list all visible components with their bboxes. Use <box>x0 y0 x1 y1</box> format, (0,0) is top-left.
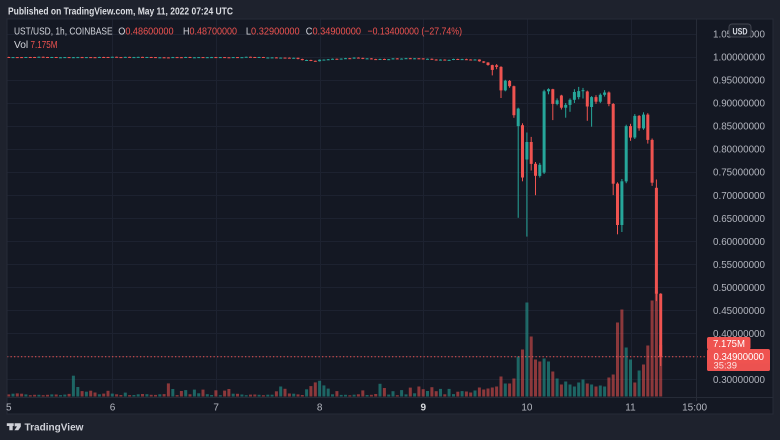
svg-text:10: 10 <box>521 403 533 414</box>
svg-text:H0.48700000: H0.48700000 <box>183 27 237 38</box>
svg-text:7.175M: 7.175M <box>31 40 58 51</box>
svg-text:0.30000000: 0.30000000 <box>713 375 765 386</box>
svg-text:35:39: 35:39 <box>714 361 738 371</box>
svg-text:0.95000000: 0.95000000 <box>713 76 765 87</box>
svg-text:L0.32900000: L0.32900000 <box>246 27 300 38</box>
svg-text:7: 7 <box>213 403 219 414</box>
svg-text:5: 5 <box>6 403 12 414</box>
svg-text:6: 6 <box>110 403 116 414</box>
svg-text:0.90000000: 0.90000000 <box>713 99 765 110</box>
svg-text:0.34900000: 0.34900000 <box>714 352 765 363</box>
svg-text:9: 9 <box>421 403 427 414</box>
svg-text:0.60000000: 0.60000000 <box>713 237 765 248</box>
svg-text:1.00000000: 1.00000000 <box>713 53 765 64</box>
svg-text:−0.13400000 (−27.74%): −0.13400000 (−27.74%) <box>368 27 463 38</box>
svg-text:UST/USD, 1h, COINBASE: UST/USD, 1h, COINBASE <box>14 27 113 38</box>
svg-text:15:00: 15:00 <box>682 403 707 414</box>
svg-text:0.70000000: 0.70000000 <box>713 191 765 202</box>
svg-text:0.85000000: 0.85000000 <box>713 122 765 133</box>
svg-text:0.40000000: 0.40000000 <box>713 329 765 340</box>
svg-text:C0.34900000: C0.34900000 <box>306 27 361 38</box>
svg-text:Vol: Vol <box>14 40 28 51</box>
svg-text:0.55000000: 0.55000000 <box>713 260 765 271</box>
svg-text:0.75000000: 0.75000000 <box>713 168 765 179</box>
svg-text:0.50000000: 0.50000000 <box>713 283 765 294</box>
svg-text:Published on TradingView.com,: Published on TradingView.com, May 11, 20… <box>8 7 233 18</box>
svg-text:O0.48600000: O0.48600000 <box>118 27 174 38</box>
svg-text:7.175M: 7.175M <box>713 339 745 350</box>
svg-text:0.80000000: 0.80000000 <box>713 145 765 156</box>
svg-text:11: 11 <box>625 403 636 414</box>
svg-text:TradingView: TradingView <box>25 422 84 433</box>
svg-text:0.45000000: 0.45000000 <box>713 306 765 317</box>
svg-text:8: 8 <box>317 403 323 414</box>
svg-text:0.65000000: 0.65000000 <box>713 214 765 225</box>
svg-text:USD: USD <box>733 26 748 36</box>
